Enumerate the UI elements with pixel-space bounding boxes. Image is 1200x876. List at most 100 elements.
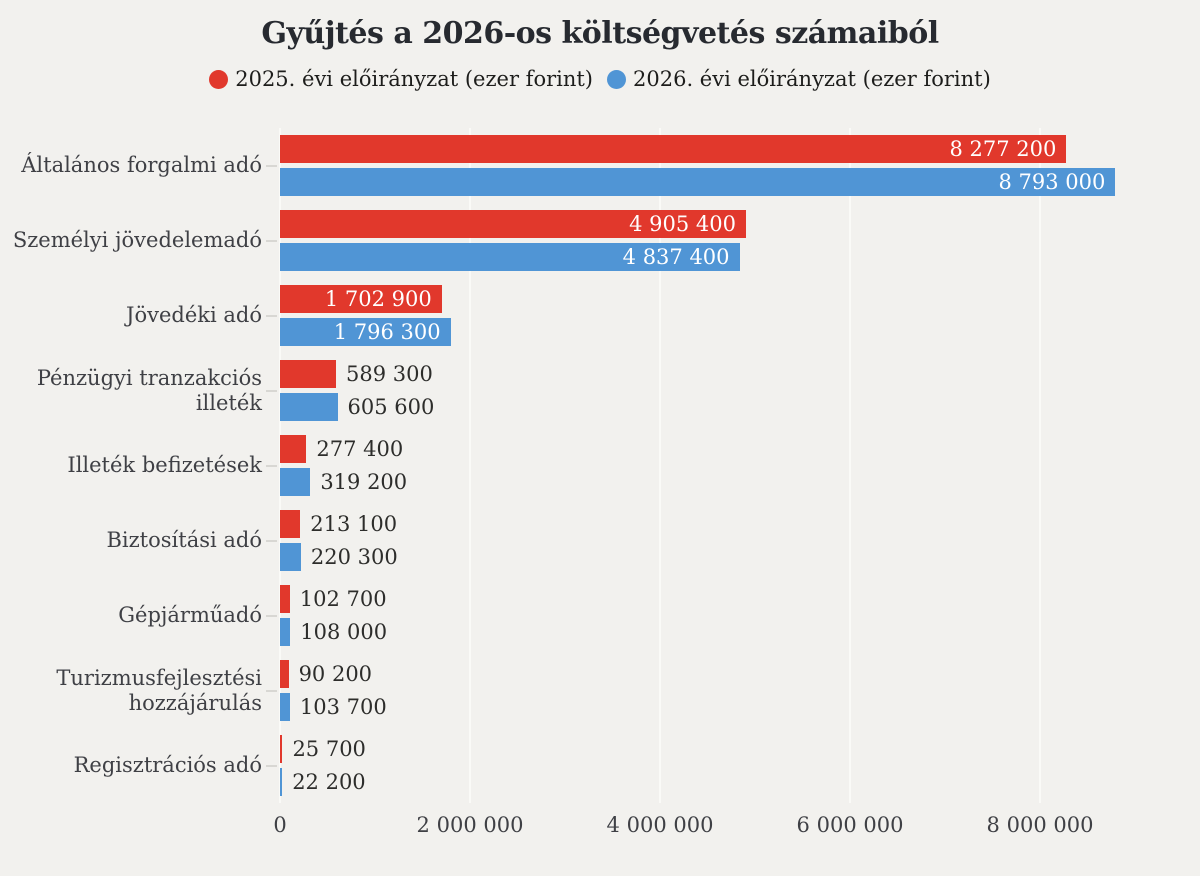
value-bar [280,360,336,388]
category-row: Illeték befizetések 277 400 319 200 [0,428,1200,503]
category-tick-mark [266,539,277,542]
category-row: Személyi jövedelemadó 4 905 400 4 837 400 [0,203,1200,278]
bar-group: 4 905 400 4 837 400 [280,210,1200,271]
value-label: 22 200 [292,770,366,794]
category-row: Jövedéki adó 1 702 900 1 796 300 [0,278,1200,353]
x-axis-tick-label: 6 000 000 [796,813,904,837]
value-label: 319 200 [320,470,408,494]
gridline [1039,128,1041,803]
category-row: Biztosítási adó 213 100 220 300 [0,503,1200,578]
bar-line: 277 400 [280,435,1200,463]
x-axis: 0 2 000 000 4 000 000 6 000 000 8 000 000 [273,803,1200,847]
value-bar [280,468,311,496]
value-bar: 8 277 200 [280,135,1067,163]
value-bar [280,543,301,571]
value-bar [280,768,283,796]
value-label: 90 200 [298,662,373,686]
bar-line: 4 837 400 [280,243,1200,271]
category-row: Általános forgalmi adó 8 277 200 8 793 000 [0,128,1200,203]
value-label: 220 300 [310,545,398,569]
bar-line: 8 793 000 [280,168,1200,196]
bar-group: 1 702 900 1 796 300 [280,285,1200,346]
category-tick-mark [266,389,277,392]
value-label: 4 837 400 [622,245,730,269]
bar-line: 108 000 [280,618,1200,646]
value-bar [280,693,290,721]
legend-dot [607,69,626,89]
category-label: Regisztrációs adó [73,753,262,778]
category-label: Illeték befizetések [67,453,262,478]
bar-line: 589 300 [280,360,1200,388]
category-tick-mark [266,164,277,167]
x-axis-tick-label: 2 000 000 [416,813,524,837]
bar-line: 4 905 400 [280,210,1200,238]
legend-label: 2025. évi előirányzat (ezer forint) [235,67,593,91]
bar-line: 102 700 [280,585,1200,613]
bar-line: 8 277 200 [280,135,1200,163]
value-label: 277 400 [316,437,404,461]
bar-group: 102 700 108 000 [280,585,1200,646]
legend-dot [209,69,229,89]
value-bar [280,435,307,463]
plot-area: Általános forgalmi adó 8 277 200 8 793 000… [0,128,1200,803]
category-label: Pénzügyi tranzakciós illeték [36,365,262,415]
gridline [659,128,661,803]
value-bar [280,585,290,613]
value-label: 213 100 [310,512,398,536]
bar-chart: Általános forgalmi adó 8 277 200 8 793 000… [0,128,1200,847]
bar-line: 319 200 [280,468,1200,496]
x-axis-tick-label: 4 000 000 [606,813,714,837]
value-label: 25 700 [292,737,366,761]
category-tick-mark [266,464,277,467]
category-label: Általános forgalmi adó [21,153,262,178]
bar-group: 277 400 319 200 [280,435,1200,496]
category-tick-mark [266,689,277,692]
value-label: 103 700 [299,695,387,719]
gridline [469,128,471,803]
bar-line: 213 100 [280,510,1200,538]
value-label: 108 000 [300,620,388,644]
bar-group: 90 200 103 700 [280,660,1200,721]
chart-title: Gyűjtés a 2026-os költségvetés számaiból [261,16,939,51]
chart-legend: 2025. évi előirányzat (ezer forint) 2026… [0,67,1200,91]
bar-line: 1 702 900 [280,285,1200,313]
value-label: 4 905 400 [629,212,736,236]
value-bar: 1 702 900 [280,285,442,313]
legend-label: 2026. évi előirányzat (ezer forint) [633,67,991,91]
category-tick-mark [266,764,277,767]
bar-line: 90 200 [280,660,1200,688]
category-label: Biztosítási adó [106,528,262,553]
bar-group: 8 277 200 8 793 000 [280,135,1200,196]
bar-line: 22 200 [280,768,1200,796]
bar-group: 25 700 22 200 [280,735,1200,796]
category-label: Turizmusfejlesztési hozzájárulás [56,665,262,715]
value-bar [280,618,291,646]
bar-group: 589 300 605 600 [280,360,1200,421]
bar-line: 220 300 [280,543,1200,571]
value-label: 605 600 [347,395,435,419]
gridlines [279,128,1185,803]
category-row: Regisztrációs adó 25 700 22 200 [0,728,1200,803]
bar-line: 25 700 [280,735,1200,763]
value-label: 102 700 [299,587,387,611]
value-label: 589 300 [345,362,433,386]
value-label: 1 702 900 [324,287,432,311]
bar-rows: Általános forgalmi adó 8 277 200 8 793 000… [0,128,1200,803]
value-bar [280,510,301,538]
x-axis-tick-label: 8 000 000 [986,813,1094,837]
category-row: Turizmusfejlesztési hozzájárulás 90 200 10… [0,653,1200,728]
category-row: Pénzügyi tranzakciós illeték 589 300 605 6… [0,353,1200,428]
legend-item-2026: 2026. évi előirányzat (ezer forint) [607,67,991,91]
bar-line: 103 700 [280,693,1200,721]
value-bar [280,735,283,763]
value-label: 8 793 000 [998,170,1106,194]
x-axis-tick-label: 0 [273,813,287,837]
category-tick-mark [266,314,277,317]
bar-line: 605 600 [280,393,1200,421]
value-bar: 4 905 400 [280,210,746,238]
category-label: Gépjárműadó [118,603,262,628]
value-bar: 8 793 000 [280,168,1116,196]
category-row: Gépjárműadó 102 700 108 000 [0,578,1200,653]
gridline [849,128,851,803]
legend-item-2025: 2025. évi előirányzat (ezer forint) [209,67,593,91]
